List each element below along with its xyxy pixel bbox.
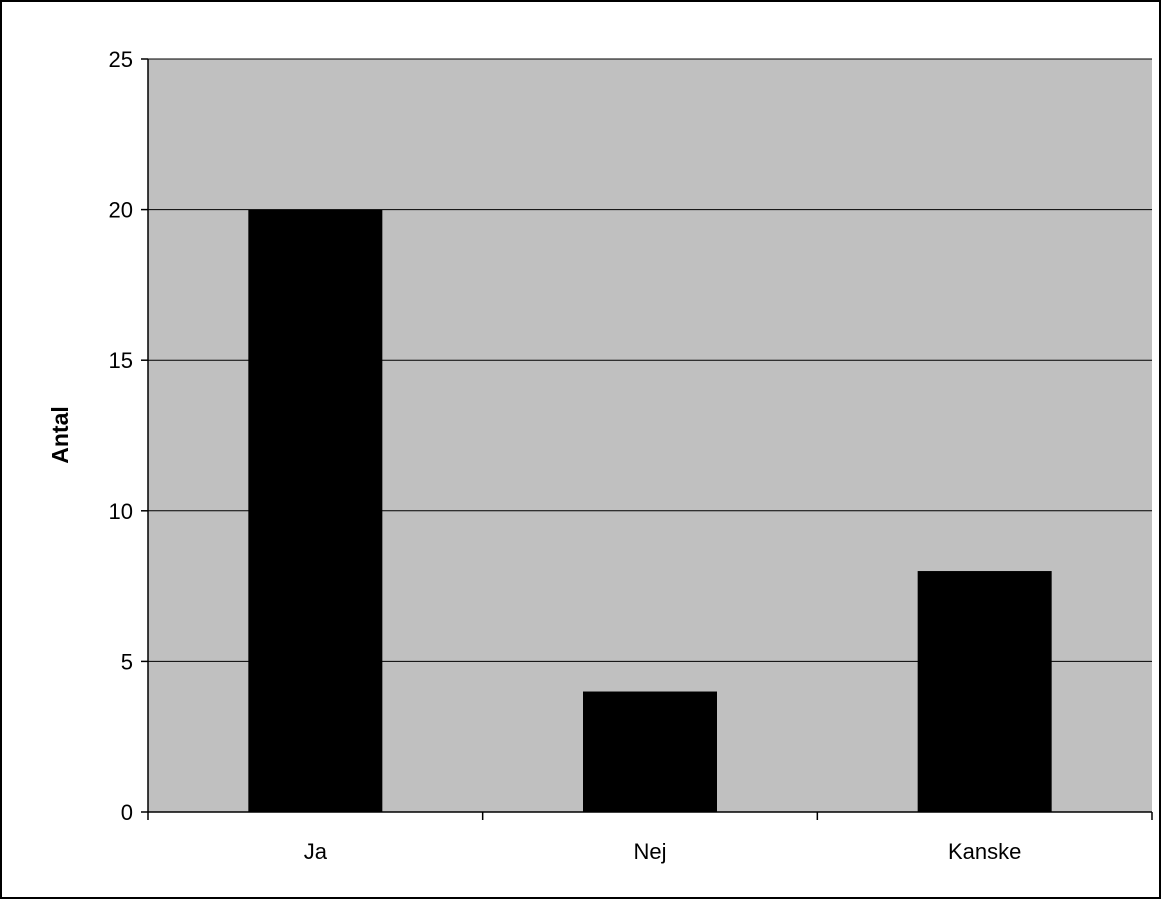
y-axis-title: Antal xyxy=(47,406,73,464)
y-tick-label: 0 xyxy=(121,800,133,825)
y-tick-label: 25 xyxy=(109,47,133,72)
x-tick-label: Kanske xyxy=(948,839,1021,864)
bars xyxy=(248,209,1052,813)
y-tick-label: 10 xyxy=(109,499,133,524)
x-tick-label: Nej xyxy=(633,839,666,864)
x-axis-ticks: Ja Nej Kanske xyxy=(147,812,1153,864)
bar-ja xyxy=(248,209,383,813)
y-axis-ticks: 0 5 10 15 20 25 xyxy=(109,47,148,825)
y-tick-label: 5 xyxy=(121,649,133,674)
x-tick-label: Ja xyxy=(304,839,328,864)
bar-kanske xyxy=(917,571,1052,812)
bar-nej xyxy=(583,691,717,812)
y-tick-label: 20 xyxy=(109,198,133,223)
y-tick-label: 15 xyxy=(109,348,133,373)
